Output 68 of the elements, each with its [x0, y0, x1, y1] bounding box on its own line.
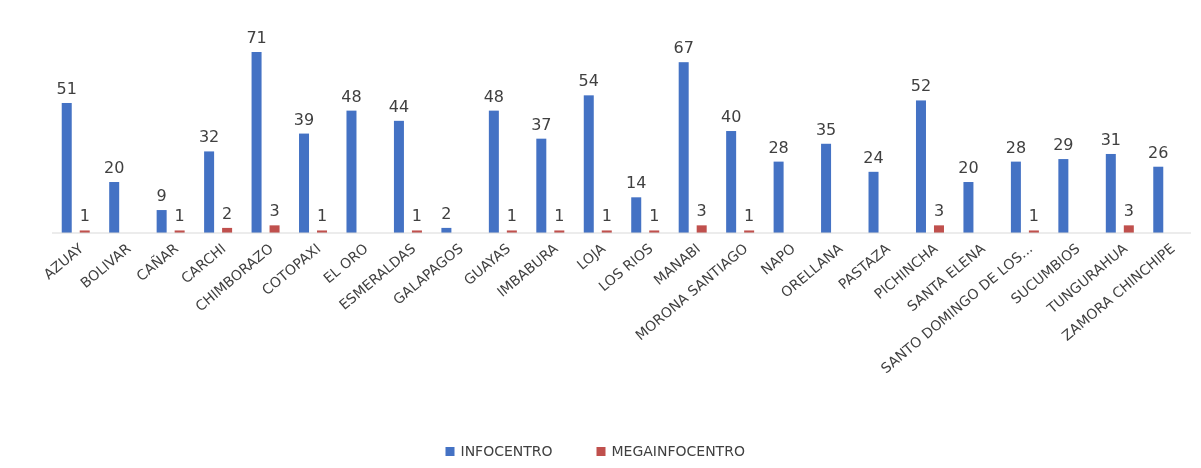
data-label: 1	[601, 206, 612, 226]
bar	[393, 120, 404, 233]
data-label: 39	[293, 109, 315, 129]
bar	[963, 182, 974, 233]
bar	[1010, 161, 1021, 233]
data-label: 1	[554, 206, 565, 226]
bar	[915, 100, 926, 233]
bar	[156, 210, 167, 233]
data-label: 28	[1005, 137, 1027, 157]
bar	[696, 225, 707, 233]
data-label: 3	[696, 201, 707, 221]
data-label: 48	[341, 86, 362, 106]
data-label: 44	[388, 96, 410, 116]
bar	[868, 171, 879, 233]
data-label: 9	[156, 186, 167, 206]
bar	[269, 225, 280, 233]
data-label: 67	[673, 38, 694, 58]
data-label: 31	[1100, 129, 1121, 149]
data-label: 1	[1028, 206, 1039, 226]
data-label: 1	[506, 206, 517, 226]
bar	[1105, 153, 1116, 233]
bar	[583, 95, 594, 233]
bar	[726, 131, 737, 233]
bar	[1153, 166, 1164, 233]
data-label: 2	[441, 203, 452, 223]
data-label: 71	[246, 28, 267, 47]
bar	[109, 182, 120, 233]
data-label: 1	[79, 206, 90, 226]
bar	[251, 52, 262, 233]
data-label: 1	[174, 206, 185, 226]
data-label: 35	[815, 119, 837, 139]
data-label: 37	[531, 114, 552, 134]
bar	[61, 102, 72, 233]
data-label: 1	[744, 206, 755, 226]
bar	[204, 151, 215, 233]
bar	[1058, 159, 1069, 233]
bar	[821, 143, 832, 233]
data-label: 32	[198, 127, 220, 147]
legend-label: MEGAINFOCENTRO	[611, 443, 745, 459]
data-label: 2	[222, 203, 233, 223]
data-label: 1	[316, 206, 328, 226]
data-label: 48	[483, 86, 505, 106]
data-label: 3	[269, 201, 280, 221]
bar	[299, 133, 310, 233]
data-label: 26	[1148, 142, 1169, 162]
legend-label: INFOCENTRO	[460, 443, 553, 459]
data-label: 52	[910, 76, 932, 96]
bar	[488, 110, 499, 233]
data-label: 24	[863, 147, 884, 167]
data-label: 3	[1123, 201, 1134, 221]
data-label: 40	[720, 107, 742, 127]
bar	[631, 197, 642, 233]
data-label: 1	[649, 206, 660, 226]
bar	[346, 110, 357, 233]
bar	[933, 225, 944, 233]
data-label: 20	[104, 158, 125, 178]
data-label: 14	[626, 173, 647, 193]
data-label: 29	[1053, 135, 1074, 155]
data-label: 20	[958, 158, 979, 178]
data-label: 28	[768, 137, 789, 157]
bar	[678, 62, 689, 233]
bar	[773, 161, 784, 233]
bar	[1123, 225, 1134, 233]
data-label: 51	[56, 78, 77, 98]
data-label: 54	[578, 71, 599, 91]
data-label: 1	[411, 206, 423, 226]
bar	[536, 138, 547, 233]
data-label: 3	[933, 201, 945, 221]
